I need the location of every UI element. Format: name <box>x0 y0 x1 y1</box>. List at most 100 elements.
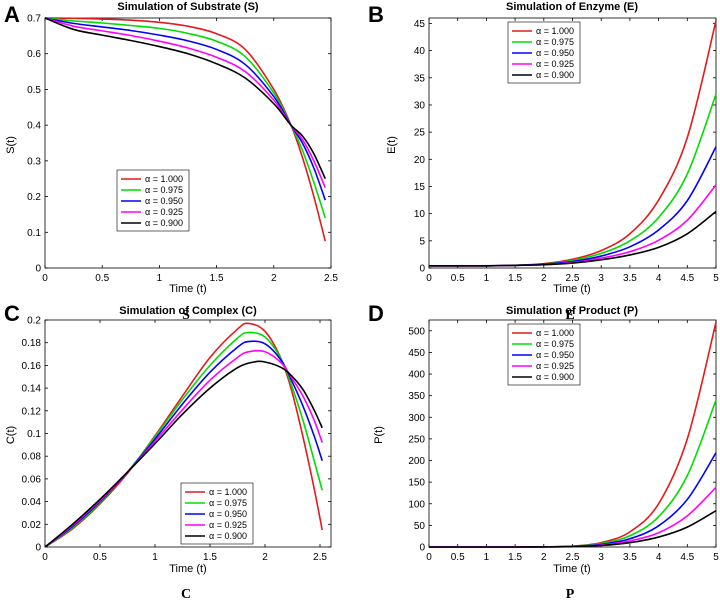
x-tick-label: 2.5 <box>566 273 580 284</box>
y-tick-label: 0.12 <box>22 406 42 417</box>
y-tick-label: 0.02 <box>22 520 42 531</box>
y-tick-label: 45 <box>414 19 426 30</box>
y-axis-label-a: S(t) <box>5 136 17 154</box>
panel-b: B Simulation of Enzyme (E) Time (t) E(t)… <box>368 1 719 323</box>
series-line-c-5 <box>44 360 323 548</box>
y-tick-label: 0.18 <box>22 338 42 349</box>
legend-label: α = 0.975 <box>536 37 574 47</box>
y-tick-label: 20 <box>414 155 426 166</box>
x-tick-label: 2 <box>541 273 547 284</box>
y-tick-label: 15 <box>414 182 426 193</box>
x-tick-label: 1 <box>157 273 163 284</box>
x-tick-label: 4 <box>656 273 662 284</box>
series-line-d-5 <box>429 509 717 548</box>
y-tick-label: 0 <box>419 543 425 554</box>
series-line-a-3 <box>44 17 327 201</box>
x-tick-label: 2 <box>262 552 268 563</box>
caption-a: S <box>182 308 190 323</box>
series-line-a-1 <box>44 17 327 242</box>
x-tick-label: 0 <box>42 273 48 284</box>
y-tick-label: 0.1 <box>27 429 41 440</box>
legend-label: α = 0.925 <box>209 520 247 530</box>
y-tick-label: 500 <box>408 326 425 337</box>
y-tick-label: 0 <box>35 543 41 554</box>
y-tick-label: 0.06 <box>22 474 42 485</box>
y-tick-label: 0.16 <box>22 361 42 372</box>
x-tick-label: 3 <box>598 552 604 563</box>
y-tick-label: 0.2 <box>27 316 41 327</box>
y-tick-label: 5 <box>419 236 425 247</box>
x-tick-label: 2.5 <box>313 552 327 563</box>
legend-label: α = 0.975 <box>536 339 574 349</box>
x-tick-label: 4.5 <box>680 273 694 284</box>
x-tick-label: 1.5 <box>508 552 522 563</box>
legend-label: α = 1.000 <box>536 328 574 338</box>
y-tick-label: 35 <box>414 73 426 84</box>
series-line-a-5 <box>44 17 327 180</box>
y-tick-label: 0.6 <box>27 49 41 60</box>
y-tick-label: 0.5 <box>27 85 41 96</box>
series-line-b-4 <box>429 184 717 267</box>
panel-letter-b: B <box>368 2 384 27</box>
series-line-a-2 <box>44 17 327 219</box>
chart-title-c: Simulation of Complex (C) <box>119 305 257 317</box>
y-tick-label: 350 <box>408 391 425 402</box>
y-tick-label: 25 <box>414 128 426 139</box>
series-line-b-5 <box>429 210 717 267</box>
y-tick-label: 200 <box>408 456 425 467</box>
y-axis-label-b: E(t) <box>386 136 398 154</box>
chart-title-a: Simulation of Substrate (S) <box>117 1 259 13</box>
y-tick-label: 400 <box>408 370 425 381</box>
series-line-b-2 <box>429 93 717 267</box>
legend-label: α = 0.925 <box>145 207 183 217</box>
y-tick-label: 450 <box>408 348 425 359</box>
legend-label: α = 1.000 <box>145 174 183 184</box>
panel-letter-a: A <box>4 2 20 27</box>
x-tick-label: 2.5 <box>324 273 338 284</box>
y-tick-label: 0.7 <box>27 14 41 25</box>
x-tick-label: 2 <box>271 273 277 284</box>
legend-label: α = 0.950 <box>536 350 574 360</box>
legend-label: α = 0.925 <box>536 361 574 371</box>
legend-label: α = 0.900 <box>209 531 247 541</box>
x-tick-label: 0 <box>426 273 432 284</box>
x-tick-label: 0 <box>426 552 432 563</box>
y-tick-label: 50 <box>414 521 426 532</box>
x-tick-label: 4 <box>656 552 662 563</box>
x-tick-label: 0.5 <box>451 273 465 284</box>
y-axis-label-d: P(t) <box>373 426 385 444</box>
series-line-b-3 <box>429 146 717 267</box>
legend-label: α = 1.000 <box>209 487 247 497</box>
y-tick-label: 0.3 <box>27 156 41 167</box>
legend-label: α = 0.950 <box>209 509 247 519</box>
y-tick-label: 0.2 <box>27 192 41 203</box>
y-tick-label: 250 <box>408 434 425 445</box>
legend-label: α = 1.000 <box>536 26 574 36</box>
x-tick-label: 0.5 <box>93 552 107 563</box>
panel-letter-d: D <box>368 301 384 326</box>
x-tick-label: 5 <box>713 273 719 284</box>
panel-letter-c: C <box>4 301 20 326</box>
y-tick-label: 10 <box>414 209 426 220</box>
panel-c: C Simulation of Complex (C) Time (t) C(t… <box>4 301 332 601</box>
chart-title-d: Simulation of Product (P) <box>506 305 638 317</box>
legend-label: α = 0.975 <box>209 498 247 508</box>
x-tick-label: 3 <box>598 273 604 284</box>
x-tick-label: 1 <box>152 552 158 563</box>
y-tick-label: 0.4 <box>27 121 41 132</box>
x-tick-label: 1.5 <box>210 273 224 284</box>
x-tick-label: 0.5 <box>95 273 109 284</box>
y-tick-label: 300 <box>408 413 425 424</box>
y-tick-label: 30 <box>414 100 426 111</box>
x-tick-label: 3.5 <box>623 273 637 284</box>
y-tick-label: 0.14 <box>22 384 42 395</box>
caption-d: P <box>566 587 575 601</box>
y-tick-label: 0.1 <box>27 228 41 239</box>
series-line-d-4 <box>429 486 717 548</box>
legend-label: α = 0.900 <box>536 70 574 80</box>
y-tick-label: 100 <box>408 499 425 510</box>
